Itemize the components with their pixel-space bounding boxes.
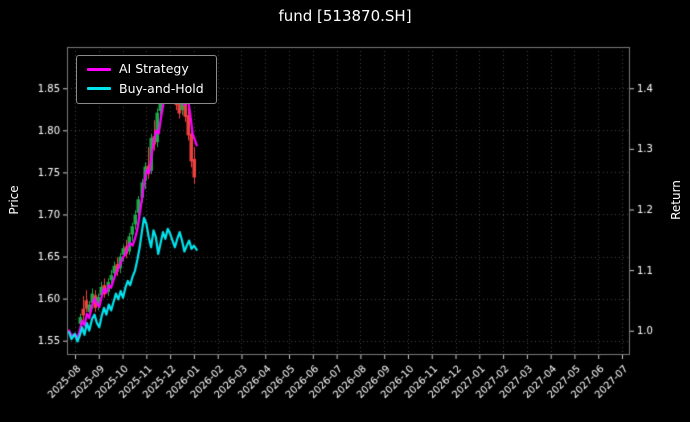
legend-item-ai-strategy: AI Strategy xyxy=(87,61,204,76)
buy-and-hold-line-swatch xyxy=(87,87,111,91)
ai-strategy-line-swatch xyxy=(87,67,111,71)
legend-item-buy-and-hold: Buy-and-Hold xyxy=(87,80,204,96)
legend-label-ai-strategy: AI Strategy xyxy=(119,61,189,76)
y-axis-label-price: Price xyxy=(7,185,21,215)
legend: AI Strategy Buy-and-Hold xyxy=(76,55,217,104)
legend-label-buy-and-hold: Buy-and-Hold xyxy=(119,80,204,96)
y-axis-label-return: Return xyxy=(669,180,683,220)
chart-title: fund [513870.SH] xyxy=(278,7,412,25)
